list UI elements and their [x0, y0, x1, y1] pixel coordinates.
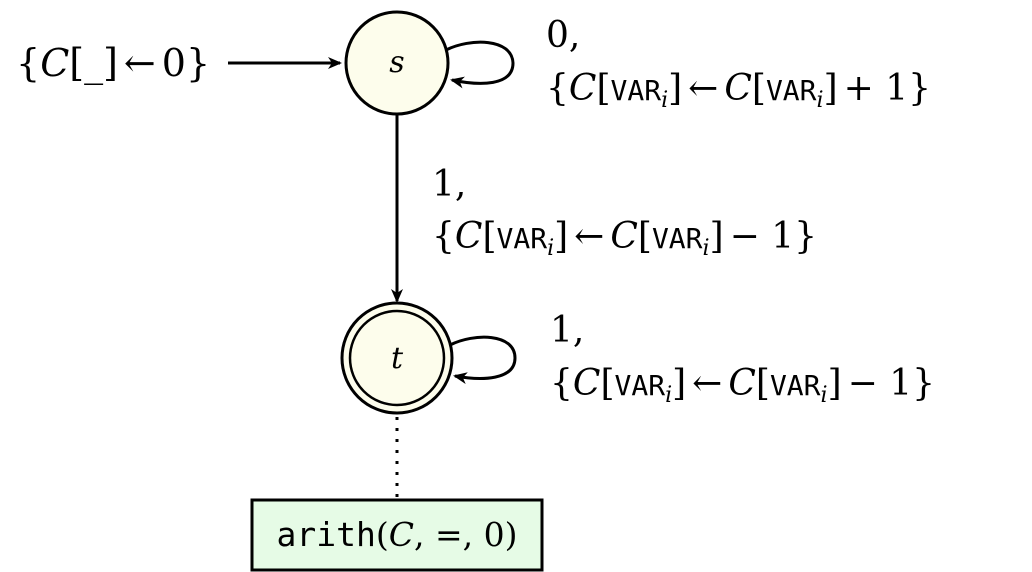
initial-lbr: [ — [69, 41, 84, 85]
state-t-label: t — [391, 341, 404, 376]
state-t-outer-circle — [340, 301, 454, 415]
initial-wild: _ — [84, 41, 103, 86]
final-var: C — [389, 515, 414, 554]
s-loop-update: {C[VARi] ← C[VARi] + 1} — [546, 68, 931, 113]
s-loop-input: 0, — [546, 15, 580, 56]
s-loop-label: 0, {C[VARi] ← C[VARi] + 1} — [546, 15, 931, 113]
initial-close: } — [186, 41, 210, 85]
initial-open: { — [16, 41, 40, 85]
initial-value: 0 — [162, 41, 186, 85]
final-args-close: ) — [505, 515, 518, 554]
state-t: t — [340, 301, 454, 415]
initial-rbr: ] — [103, 41, 118, 85]
t-loop-label: 1, {C[VARi] ← C[VARi] − 1} — [550, 310, 935, 408]
state-t-inner-circle — [348, 309, 446, 407]
s-to-t-input: 1, — [432, 164, 466, 205]
s-to-t-update: {C[VARi] ← C[VARi] − 1} — [432, 216, 817, 261]
s-to-t-label: 1, {C[VARi] ← C[VARi] − 1} — [432, 164, 817, 261]
state-s-label: s — [389, 45, 404, 80]
final-condition-label: arith(C, =, 0) — [277, 515, 518, 554]
t-self-loop — [449, 335, 517, 385]
initial-label: {C[_] ← 0} — [16, 41, 210, 86]
final-args-open: ( — [376, 515, 389, 554]
initial-var: C — [40, 41, 69, 85]
final-value: 0 — [484, 515, 505, 554]
initial-arrow-symbol: ← — [124, 41, 156, 85]
final-sep1: , — [414, 515, 435, 554]
state-s: s — [344, 10, 450, 116]
final-rel: = — [435, 515, 463, 554]
t-loop-input: 1, — [550, 310, 584, 351]
t-loop-update: {C[VARi] ← C[VARi] − 1} — [550, 363, 935, 408]
final-sep2: , — [463, 515, 484, 554]
final-func: arith — [277, 515, 376, 554]
s-self-loop — [445, 40, 515, 89]
final-condition-box — [250, 498, 544, 572]
